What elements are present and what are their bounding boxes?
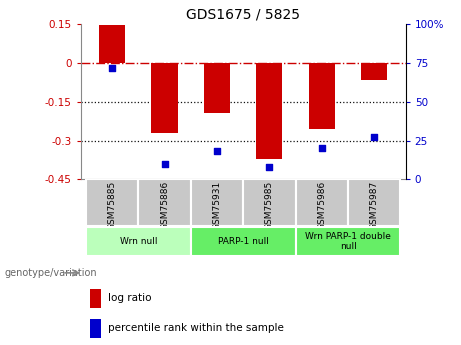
Bar [86, 227, 191, 256]
Point [266, 164, 273, 170]
Text: genotype/variation: genotype/variation [5, 268, 97, 278]
Text: PARP-1 null: PARP-1 null [218, 237, 269, 246]
Text: Wrn null: Wrn null [119, 237, 157, 246]
Point [161, 161, 168, 167]
Text: GSM75987: GSM75987 [370, 181, 379, 230]
Text: Wrn PARP-1 double
null: Wrn PARP-1 double null [305, 232, 391, 251]
Bar [152, 63, 177, 133]
Text: GSM75931: GSM75931 [213, 181, 221, 230]
Text: GSM75985: GSM75985 [265, 181, 274, 230]
Bar [138, 179, 191, 226]
Bar [243, 179, 296, 226]
Text: GSM75885: GSM75885 [107, 181, 117, 230]
Bar [296, 179, 348, 226]
Point [318, 146, 325, 151]
Bar [296, 227, 401, 256]
Bar [361, 63, 387, 80]
Bar [86, 179, 138, 226]
Point [371, 135, 378, 140]
Title: GDS1675 / 5825: GDS1675 / 5825 [186, 8, 300, 22]
Bar [90, 289, 101, 308]
Bar [99, 24, 125, 63]
Bar [191, 179, 243, 226]
Point [213, 149, 221, 154]
Bar [309, 63, 335, 129]
Bar [256, 63, 283, 159]
Bar [191, 227, 296, 256]
Text: percentile rank within the sample: percentile rank within the sample [108, 323, 284, 333]
Text: log ratio: log ratio [108, 293, 152, 303]
Bar [90, 319, 101, 338]
Text: GSM75886: GSM75886 [160, 181, 169, 230]
Bar [204, 63, 230, 114]
Point [108, 65, 116, 70]
Text: GSM75986: GSM75986 [317, 181, 326, 230]
Bar [348, 179, 401, 226]
